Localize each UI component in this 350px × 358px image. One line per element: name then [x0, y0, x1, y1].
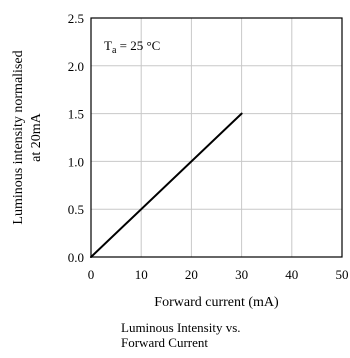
- x-tick-label: 0: [88, 267, 95, 282]
- y-tick-label: 0.0: [68, 250, 84, 265]
- x-tick-labels: 0 10 20 30 40 50: [88, 267, 349, 282]
- plot-frame: [90, 17, 343, 258]
- y-tick-label: 1.5: [68, 107, 84, 122]
- y-tick-label: 2.0: [68, 59, 84, 74]
- annotation-symbol: T: [104, 38, 112, 53]
- x-tick-label: 50: [336, 267, 349, 282]
- x-tick-label: 30: [235, 267, 248, 282]
- x-tick-label: 10: [135, 267, 148, 282]
- annotation-value: = 25 °C: [116, 38, 160, 53]
- series-layer: [90, 112, 243, 258]
- y-tick-label: 1.0: [68, 154, 84, 169]
- caption-line-1: Luminous Intensity vs.: [121, 320, 241, 335]
- temperature-annotation: Ta = 25 °C: [104, 38, 160, 56]
- y-tick-labels: 0.0 0.5 1.0 1.5 2.0 2.5: [68, 11, 84, 265]
- caption-line-2: Forward Current: [121, 335, 209, 350]
- annotation-subscript: a: [112, 45, 117, 56]
- y-tick-label: 2.5: [68, 11, 84, 26]
- y-axis-title-line-1: Luminous intensity normalised: [11, 50, 26, 224]
- x-axis-title: Forward current (mA): [154, 295, 279, 310]
- chart-caption: Luminous Intensity vs. Forward Current: [121, 320, 341, 350]
- y-tick-label: 0.5: [68, 202, 84, 217]
- x-tick-label: 20: [185, 267, 198, 282]
- x-tick-label: 40: [285, 267, 298, 282]
- series-line: [90, 112, 243, 258]
- y-axis-title-line-2: at 20mA: [29, 112, 44, 161]
- y-axis-title: Luminous intensity normalised at 20mA: [11, 50, 44, 224]
